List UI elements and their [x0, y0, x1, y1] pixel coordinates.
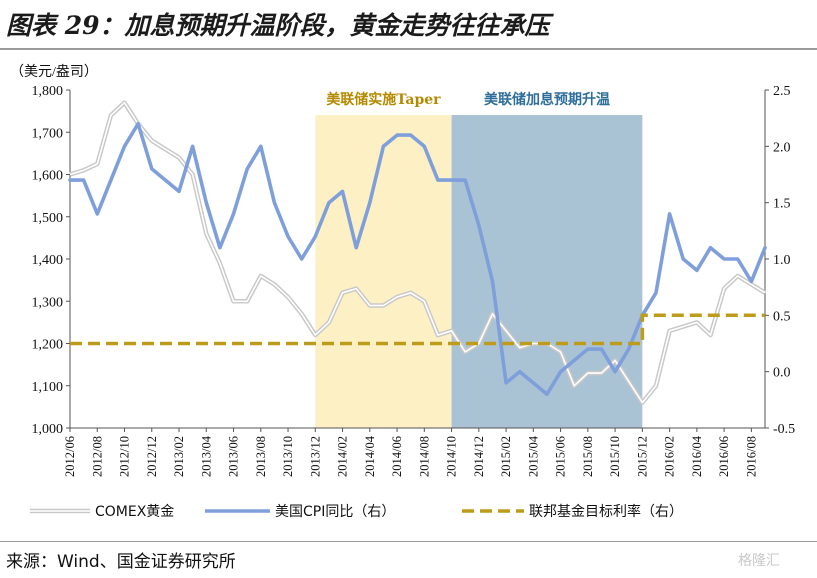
x-tick-label: 2015/12 [635, 436, 649, 477]
x-tick-label: 2016/08 [744, 436, 758, 477]
left-tick-label: 1,200 [32, 338, 64, 353]
region-label-0: 美联储实施Taper [326, 91, 441, 108]
chart-axes: 1,000 1,100 1,200 1,300 1,400 1,500 1,600 1,700… [10, 64, 795, 477]
x-tick-label: 2014/10 [445, 436, 459, 477]
left-tick-label: 1,800 [32, 84, 64, 99]
legend-fed-rate-label: 联邦基金目标利率（右） [529, 503, 683, 520]
title-rule [0, 48, 817, 50]
region-band-0 [315, 115, 452, 428]
x-tick-label: 2014/12 [472, 436, 486, 477]
left-tick-label: 1,600 [32, 169, 64, 184]
x-tick-label: 2012/12 [145, 436, 159, 477]
left-axis-unit-label: （美元/盎司） [10, 64, 98, 80]
right-tick-label: 0.5 [773, 309, 791, 324]
legend-cpi-label: 美国CPI同比（右） [275, 504, 395, 520]
right-tick-label: 1.5 [773, 197, 791, 212]
x-tick-label: 2013/12 [308, 436, 322, 477]
chart: 1,000 1,100 1,200 1,300 1,400 1,500 1,600 1,700… [10, 64, 795, 520]
x-tick-label: 2013/06 [227, 436, 241, 477]
x-tick-label: 2013/04 [199, 435, 213, 477]
footer-rule [0, 541, 817, 542]
x-tick-label: 2012/08 [90, 436, 104, 477]
x-tick-label: 2013/10 [281, 436, 295, 477]
x-tick-label: 2016/04 [690, 435, 704, 477]
x-tick-label: 2013/02 [172, 436, 186, 477]
left-tick-label: 1,100 [32, 380, 64, 395]
watermark-logo: 格隆汇 [738, 553, 780, 569]
right-tick-label: 1.0 [773, 253, 791, 268]
left-tick-label: 1,300 [32, 295, 64, 310]
x-tick-label: 2015/02 [499, 436, 513, 477]
x-tick-label: 2015/08 [581, 436, 595, 477]
left-tick-label: 1,000 [32, 422, 64, 437]
figure-title: 图表 29：加息预期升温阶段，黄金走势往往承压 [6, 11, 550, 40]
left-tick-label: 1,500 [32, 211, 64, 226]
x-tick-label: 2015/10 [608, 436, 622, 477]
right-tick-label: -0.5 [773, 422, 795, 437]
cpi-yoy-line [68, 122, 767, 396]
highlight-regions [315, 115, 643, 428]
chart-series [68, 100, 767, 405]
x-tick-label: 2014/04 [363, 435, 377, 477]
x-tick-label: 2015/06 [554, 436, 568, 477]
x-tick-label: 2016/02 [663, 436, 677, 477]
x-tick-label: 2015/04 [526, 435, 540, 477]
x-tick-label: 2012/10 [118, 436, 132, 477]
x-tick-label: 2014/02 [336, 436, 350, 477]
right-tick-label: 2.0 [773, 140, 791, 155]
right-tick-label: 0.0 [773, 366, 791, 381]
chart-labels: 美联储实施Taper 美联储加息预期升温 [326, 91, 610, 108]
x-tick-label: 2016/06 [717, 436, 731, 477]
fed-funds-rate-line [70, 313, 765, 346]
region-label-1: 美联储加息预期升温 [484, 91, 610, 108]
left-tick-label: 1,400 [32, 253, 64, 268]
region-band-1 [451, 115, 643, 428]
gold-price-line-inner [69, 101, 766, 404]
source-note: 来源：Wind、国金证券研究所 [6, 552, 236, 572]
left-tick-label: 1,700 [32, 126, 64, 141]
legend-gold-label: COMEX黄金 [95, 503, 174, 520]
x-tick-label: 2014/06 [390, 436, 404, 477]
x-tick-label: 2014/08 [417, 436, 431, 477]
x-tick-label: 2013/08 [254, 436, 268, 477]
right-tick-label: 2.5 [773, 84, 791, 99]
x-tick-label: 2012/06 [63, 436, 77, 477]
chart-legend: COMEX黄金 美国CPI同比（右） 联邦基金目标利率（右） [30, 503, 683, 520]
